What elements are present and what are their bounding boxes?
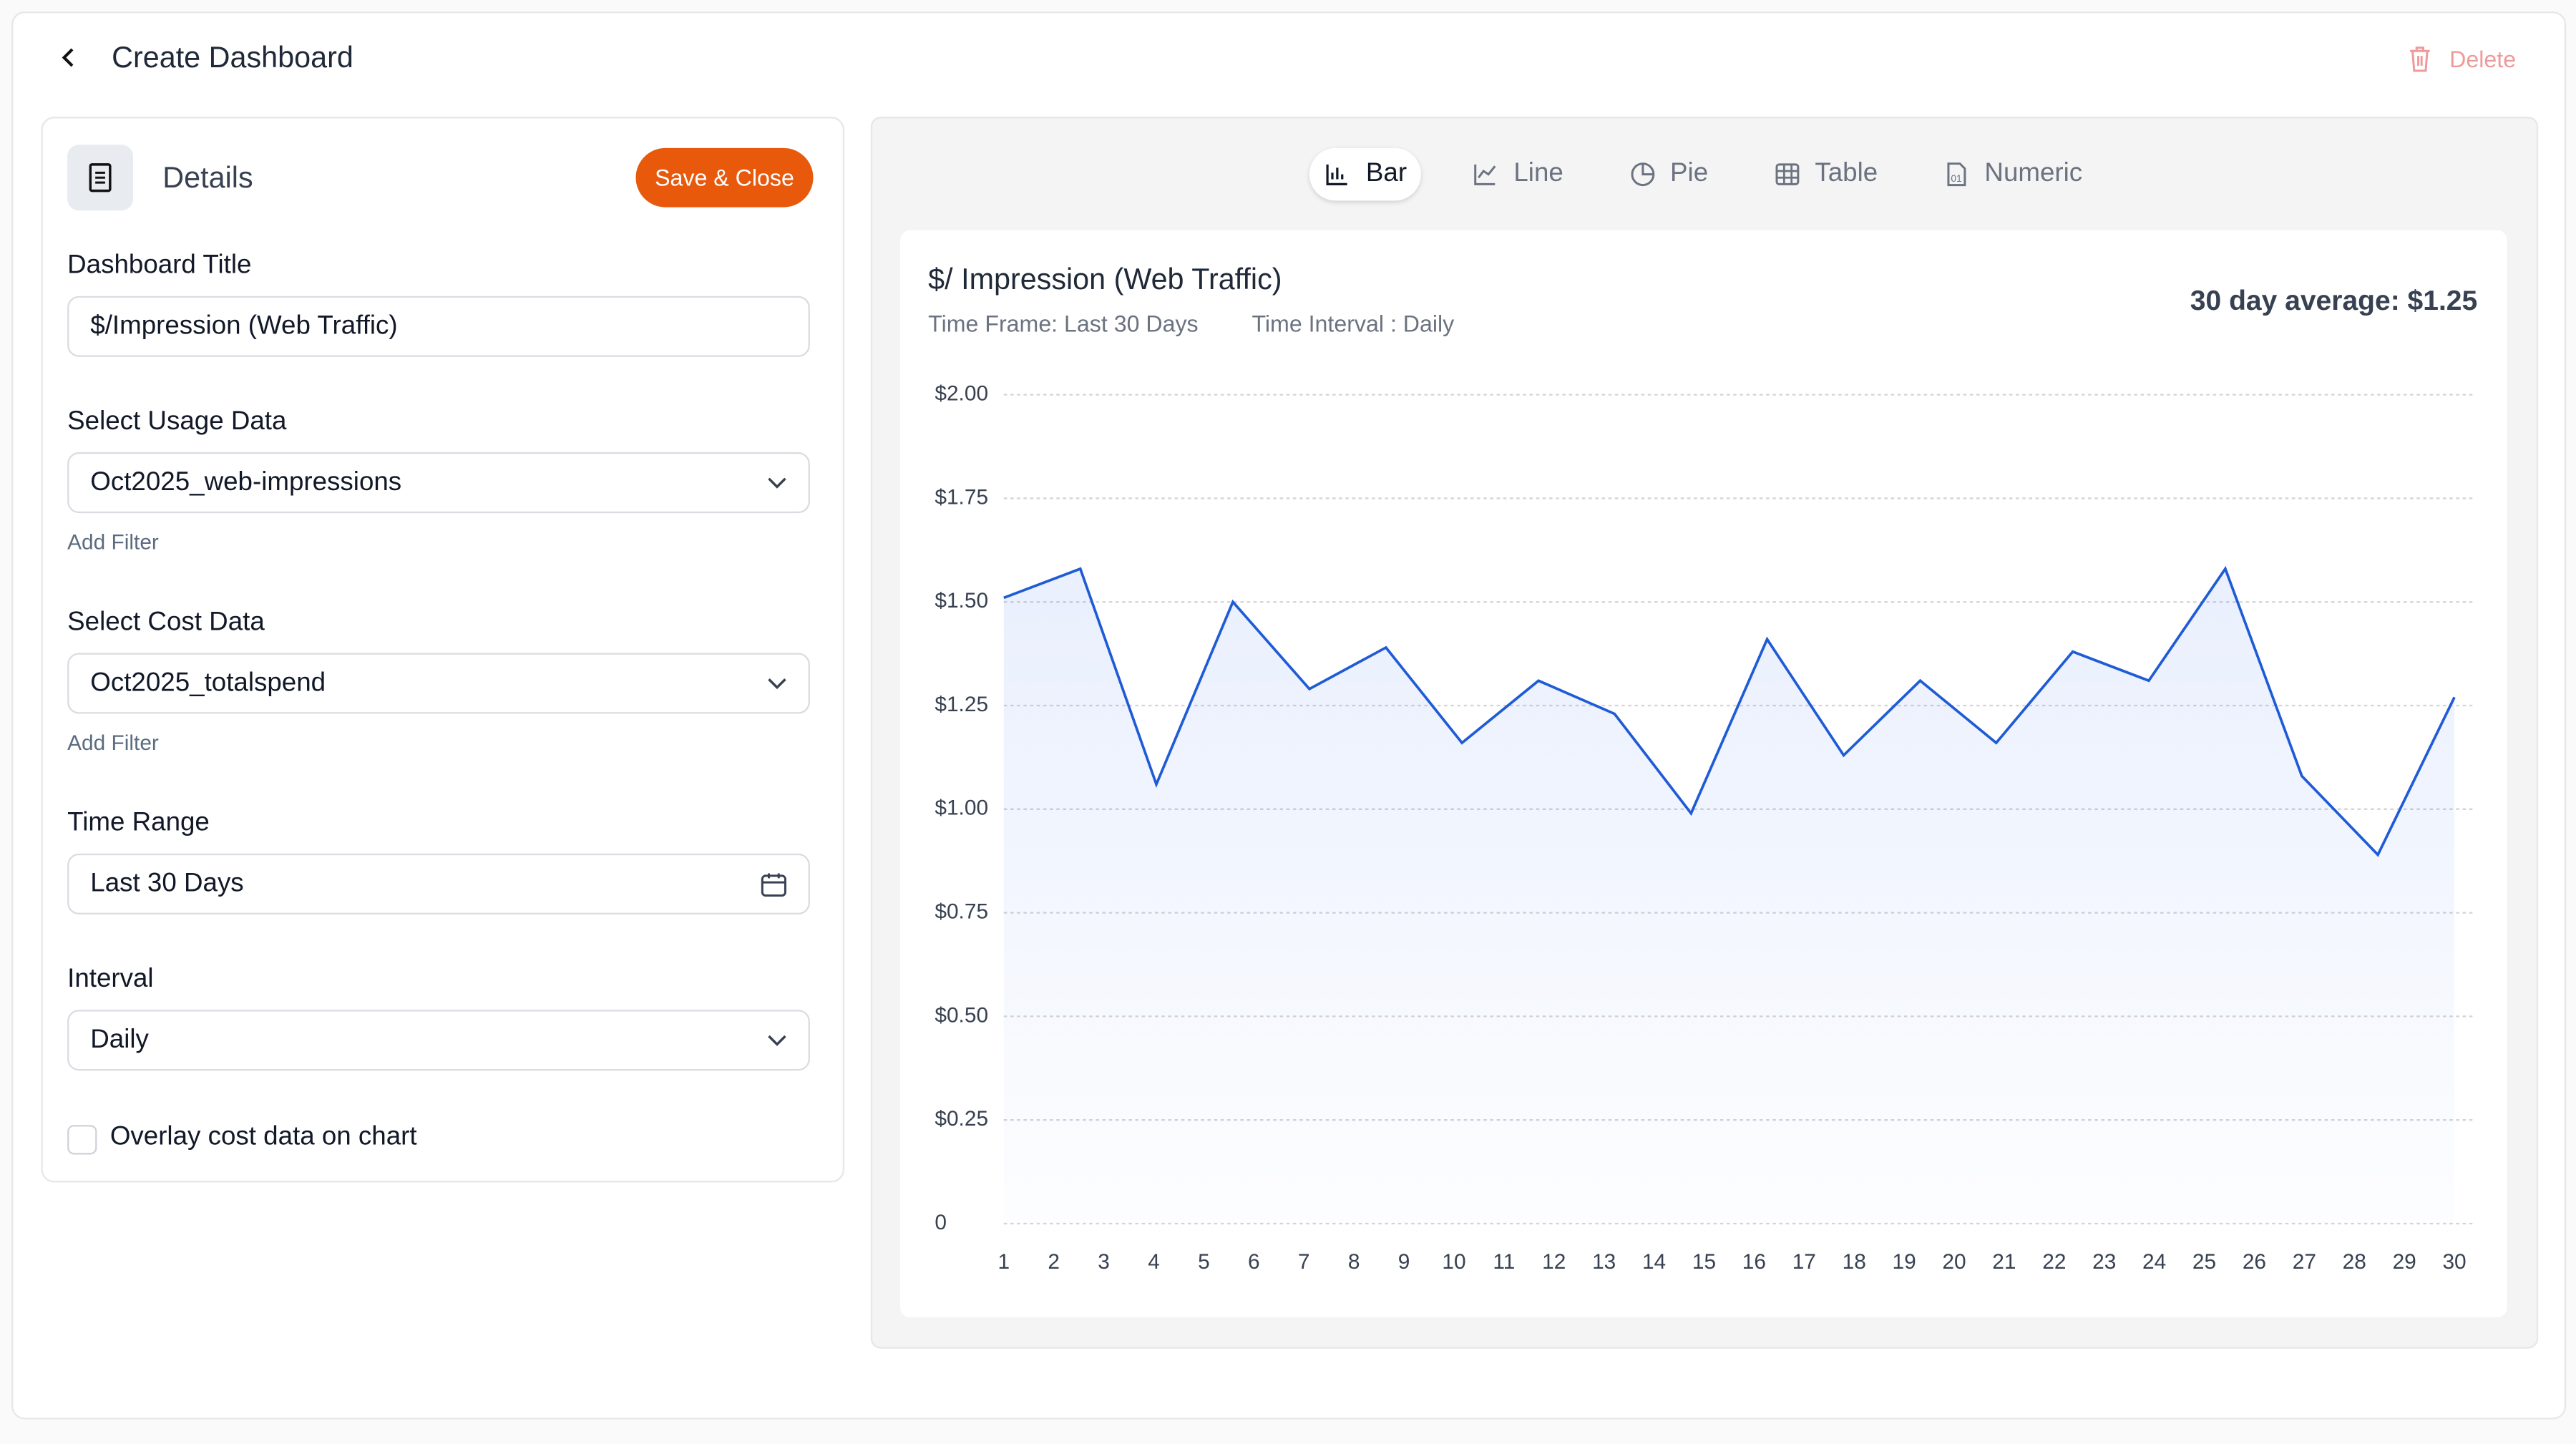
- area: [1003, 568, 2455, 1224]
- x-tick-label: 28: [2343, 1250, 2366, 1274]
- x-tick-label: 3: [1098, 1250, 1110, 1274]
- x-tick-label: 9: [1398, 1250, 1410, 1274]
- tab-label: Line: [1513, 159, 1563, 188]
- x-tick-label: 25: [2192, 1250, 2216, 1274]
- checkbox-label: Overlay cost data on chart: [109, 1123, 417, 1151]
- x-tick-label: 7: [1298, 1250, 1310, 1274]
- x-tick-label: 26: [2243, 1250, 2266, 1274]
- y-tick-label: $0.75: [935, 899, 988, 923]
- x-tick-label: 29: [2393, 1250, 2416, 1274]
- checkbox[interactable]: [67, 1125, 97, 1155]
- x-tick-label: 18: [1843, 1250, 1866, 1274]
- tab-icon: [1775, 163, 1799, 185]
- average-annotation: 30 day average: $1.25: [2190, 286, 2477, 316]
- details-panel: [41, 117, 845, 1183]
- chart-type-tab[interactable]: Table: [1759, 148, 1893, 201]
- select-value: Oct2025_web-impressions: [90, 469, 402, 497]
- line: [1003, 565, 2456, 857]
- x-tick-label: 23: [2092, 1250, 2116, 1274]
- x-tick-label: 4: [1148, 1250, 1160, 1274]
- input-value: Last 30 Days: [90, 869, 244, 898]
- y-tick-label: $0.50: [935, 1003, 988, 1027]
- x-tick-label: 8: [1348, 1250, 1360, 1274]
- x-tick-label: 20: [1942, 1250, 1966, 1274]
- select-value: Oct2025_totalspend: [90, 669, 326, 698]
- save-button[interactable]: Save & Close: [635, 147, 814, 208]
- field-label: Interval: [67, 965, 154, 994]
- x-tick-label: 13: [1592, 1250, 1616, 1274]
- text-input[interactable]: $/Impression (Web Traffic): [67, 296, 810, 357]
- y-tick-label: 0: [935, 1211, 947, 1234]
- y-tick-label: $1.00: [935, 796, 988, 820]
- back-button[interactable]: [57, 46, 80, 69]
- x-tick-label: 27: [2293, 1250, 2316, 1274]
- chart-type-tab[interactable]: 01 Numeric: [1928, 148, 2097, 201]
- tab-label: Bar: [1365, 159, 1407, 188]
- tab-icon: [1475, 164, 1497, 185]
- tab-label: Numeric: [1984, 159, 2083, 188]
- x-tick-label: 15: [1692, 1250, 1716, 1274]
- field-label: Select Cost Data: [67, 608, 265, 637]
- x-tick-label: 12: [1542, 1250, 1566, 1274]
- chart-type-tabs: Bar Line Pie Table 01 Numeric: [871, 147, 2537, 201]
- chart-type-tab[interactable]: Pie: [1614, 148, 1723, 201]
- page-title: Create Dashboard: [112, 41, 353, 74]
- details-icon: [67, 145, 133, 211]
- y-tick-label: $1.75: [935, 485, 988, 509]
- y-tick-label: $2.00: [935, 381, 988, 405]
- input-value: $/Impression (Web Traffic): [90, 312, 398, 341]
- add-filter[interactable]: Add Filter: [67, 730, 159, 755]
- chart-subtitle: Time Frame: Last 30 Days: [928, 311, 1198, 337]
- field-label: Dashboard Title: [67, 251, 252, 280]
- tab-label: Table: [1815, 159, 1878, 188]
- select-value: Daily: [90, 1026, 149, 1055]
- x-tick-label: 11: [1493, 1250, 1515, 1274]
- chart: $/ Impression (Web Traffic) Time Frame: …: [928, 263, 2477, 1274]
- x-tick-label: 1: [997, 1250, 1010, 1274]
- chart-type-tab[interactable]: Bar: [1309, 147, 1422, 201]
- x-tick-label: 30: [2442, 1250, 2466, 1274]
- select[interactable]: Oct2025_web-impressions: [67, 452, 810, 514]
- y-tick-label: $1.25: [935, 693, 988, 716]
- x-tick-label: 24: [2142, 1250, 2166, 1274]
- x-tick-label: 14: [1642, 1250, 1666, 1274]
- chart-type-tab[interactable]: Line: [1458, 148, 1578, 201]
- details-title: Details: [162, 161, 253, 195]
- select[interactable]: Oct2025_totalspend: [67, 653, 810, 714]
- add-filter[interactable]: Add Filter: [67, 530, 159, 555]
- tab-icon: [1327, 164, 1348, 186]
- svg-text:01: 01: [1951, 173, 1961, 184]
- x-tick-label: 16: [1742, 1250, 1766, 1274]
- chart-subtitle: Time Interval : Daily: [1252, 311, 1455, 337]
- x-tick-label: 22: [2042, 1250, 2066, 1274]
- chart-card: $/ Impression (Web Traffic) Time Frame: …: [900, 230, 2507, 1318]
- delete-label: Delete: [2449, 46, 2517, 73]
- x-tick-label: 19: [1893, 1250, 1916, 1274]
- x-tick-label: 17: [1792, 1250, 1816, 1274]
- x-tick-label: 5: [1198, 1250, 1210, 1274]
- x-tick-label: 2: [1048, 1250, 1060, 1274]
- tab-icon: 01: [1947, 162, 1966, 187]
- field-label: Select Usage Data: [67, 408, 287, 436]
- x-tick-label: 10: [1442, 1250, 1465, 1274]
- y-tick-label: $0.25: [935, 1107, 988, 1131]
- y-tick-label: $1.50: [935, 589, 988, 613]
- field-label: Time Range: [67, 809, 210, 837]
- tab-icon: [1630, 162, 1654, 187]
- delete-button[interactable]: Delete: [2406, 44, 2516, 74]
- tab-label: Pie: [1670, 159, 1709, 188]
- x-tick-label: 21: [1992, 1250, 2016, 1274]
- chart-title: $/ Impression (Web Traffic): [928, 263, 1282, 296]
- date-input[interactable]: Last 30 Days: [67, 853, 810, 914]
- select[interactable]: Daily: [67, 1010, 810, 1071]
- x-tick-label: 6: [1248, 1250, 1260, 1274]
